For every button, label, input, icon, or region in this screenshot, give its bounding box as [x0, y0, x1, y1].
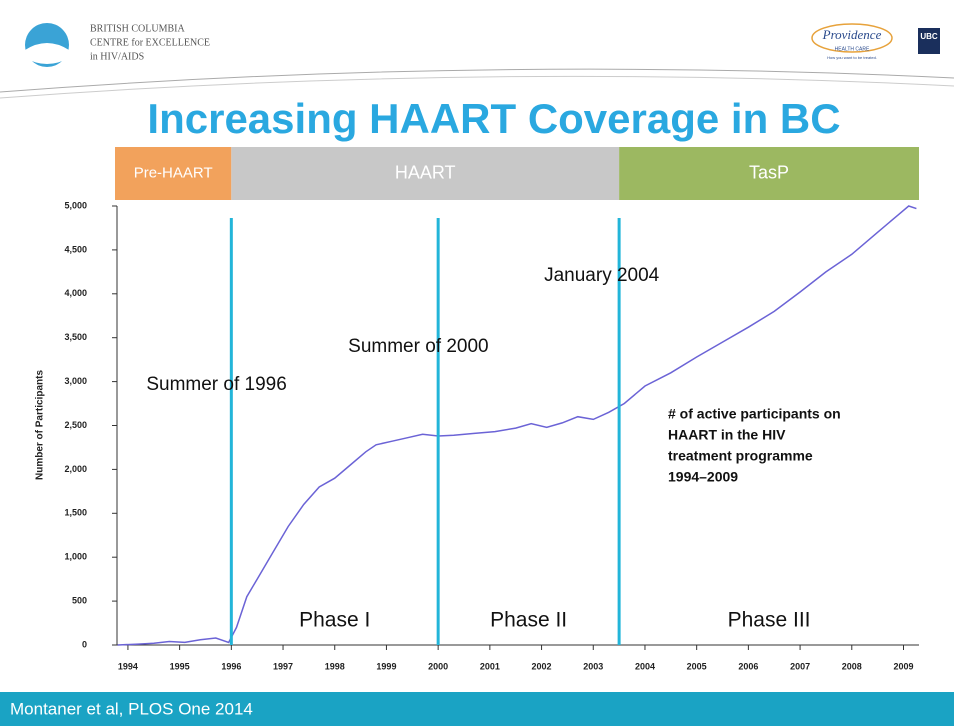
y-tick-label: 3,500 — [64, 332, 87, 342]
x-tick-label: 1994 — [118, 661, 138, 671]
x-tick-label: 2008 — [842, 661, 862, 671]
header-curve — [0, 68, 954, 93]
era-band — [231, 147, 620, 200]
x-tick-label: 2003 — [583, 661, 603, 671]
marker-label: Summer of 2000 — [348, 336, 488, 357]
partner-name: Providence — [822, 27, 882, 42]
x-tick-label: 2002 — [532, 661, 552, 671]
y-tick-label: 2,500 — [64, 420, 87, 430]
x-tick-label: 1999 — [376, 661, 396, 671]
y-tick-label: 2,000 — [64, 464, 87, 474]
partner-sub: HEALTH CARE — [835, 46, 870, 52]
y-tick-label: 3,000 — [64, 376, 87, 386]
chart-title: Increasing HAART Coverage in BC — [147, 95, 840, 142]
x-tick-label: 2001 — [480, 661, 500, 671]
phase-label: Phase III — [728, 609, 811, 632]
org-line: BRITISH COLUMBIA — [90, 23, 186, 34]
data-line — [117, 205, 917, 646]
era-label: Pre-HAART — [134, 164, 213, 181]
phase-label: Phase I — [299, 609, 370, 632]
note-line: HAART in the HIV — [668, 427, 786, 443]
era-band — [619, 147, 919, 200]
y-tick-label: 1,500 — [64, 508, 87, 518]
x-tick-label: 2000 — [428, 661, 448, 671]
x-tick-label: 2005 — [687, 661, 707, 671]
marker-label: January 2004 — [544, 265, 660, 286]
era-label: TasP — [749, 162, 789, 182]
university-crest — [918, 28, 940, 54]
era-label: HAART — [395, 162, 456, 182]
x-tick-label: 1996 — [221, 661, 241, 671]
partner-swoosh — [811, 23, 893, 53]
university-name: UBC — [920, 32, 938, 41]
footer-citation: Montaner et al, PLOS One 2014 — [10, 699, 253, 718]
note-line: treatment programme — [668, 448, 813, 464]
org-line: in HIV/AIDS — [90, 51, 144, 62]
header-curve — [0, 75, 954, 99]
x-tick-label: 2006 — [738, 661, 758, 671]
note-line: # of active participants on — [668, 406, 841, 422]
x-tick-label: 1995 — [170, 661, 190, 671]
x-tick-label: 2004 — [635, 661, 655, 671]
marker-label: Summer of 1996 — [146, 374, 286, 395]
phase-label: Phase II — [490, 609, 567, 632]
x-tick-label: 1998 — [325, 661, 345, 671]
logo — [25, 23, 69, 67]
x-tick-label: 2009 — [893, 661, 913, 671]
y-tick-label: 1,000 — [64, 552, 87, 562]
x-tick-label: 1997 — [273, 661, 293, 671]
era-band — [115, 147, 232, 200]
y-tick-label: 0 — [82, 639, 87, 649]
org-line: CENTRE for EXCELLENCE — [90, 37, 210, 48]
footer-bar — [0, 692, 954, 726]
y-axis-label: Number of Participants — [35, 370, 46, 480]
y-tick-label: 500 — [72, 595, 87, 605]
y-tick-label: 4,000 — [64, 288, 87, 298]
partner-tag: How you want to be treated. — [827, 55, 877, 60]
y-tick-label: 5,000 — [64, 200, 87, 210]
x-tick-label: 2007 — [790, 661, 810, 671]
note-line: 1994–2009 — [668, 469, 738, 485]
y-tick-label: 4,500 — [64, 244, 87, 254]
